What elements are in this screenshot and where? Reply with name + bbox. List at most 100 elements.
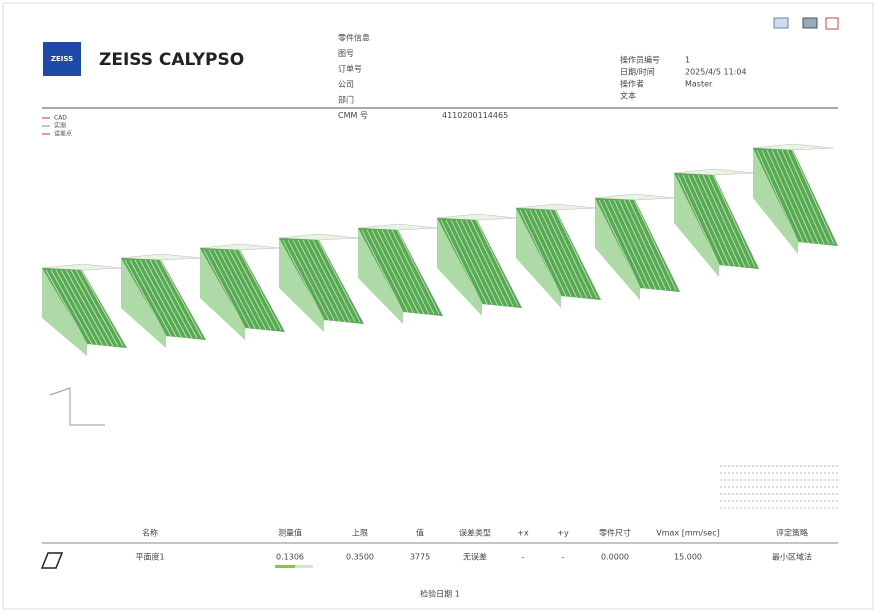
icon[interactable] xyxy=(773,17,789,29)
ribbon-stripe xyxy=(445,219,489,307)
ribbon-stripe xyxy=(376,229,420,315)
ribbon-top xyxy=(752,143,834,151)
ribbon-stripe xyxy=(475,219,519,307)
ribbon xyxy=(358,228,443,316)
ribbon-side xyxy=(358,228,403,324)
ribbon-stripe xyxy=(297,239,341,323)
footer: 检验日期 1 xyxy=(420,589,460,599)
field-value: Master xyxy=(685,80,713,89)
ribbon-side xyxy=(200,248,245,340)
ribbon-stripe xyxy=(223,249,267,331)
field-label: 日期/时间 xyxy=(620,67,655,77)
deviation-plot xyxy=(41,143,838,356)
ribbon-stripe xyxy=(50,269,94,347)
ribbon-stripe xyxy=(544,209,588,299)
ribbon xyxy=(42,268,127,348)
table-cell: 无误差 xyxy=(463,552,487,562)
ribbon-side xyxy=(437,218,482,316)
ribbon-stripe xyxy=(292,239,336,323)
legend-label: 误差点 xyxy=(54,130,72,138)
table-header: 评定策略 xyxy=(776,528,808,538)
ribbon-side xyxy=(279,238,324,332)
flatness-symbol xyxy=(40,552,64,569)
logo-text: ZEISS xyxy=(51,55,73,63)
ribbon xyxy=(674,173,759,269)
table-header: +x xyxy=(517,529,529,538)
ribbon-stripe xyxy=(233,249,277,331)
ribbon-side xyxy=(42,268,87,356)
ribbon-stripe xyxy=(618,199,662,291)
ribbon-stripe xyxy=(154,259,198,339)
ribbon xyxy=(279,238,364,324)
ribbon-stripe xyxy=(470,219,514,307)
ribbon-stripe xyxy=(677,174,721,268)
ribbon-stripe xyxy=(628,199,672,291)
ribbon-side xyxy=(516,208,561,308)
ribbon-stripe xyxy=(60,269,104,347)
toolbar-icons xyxy=(773,17,839,30)
field-label: CMM 号 xyxy=(338,111,368,120)
table-cell: 15.000 xyxy=(674,553,702,562)
ribbon-stripe xyxy=(149,259,193,339)
tolerance-bar-rest xyxy=(295,565,313,568)
ribbon-stripe xyxy=(139,259,183,339)
table-cell: 0.1306 xyxy=(276,553,304,562)
ribbon-side xyxy=(674,173,719,277)
ribbon xyxy=(595,198,680,292)
table-header: +y xyxy=(557,529,569,538)
ribbon-stripe xyxy=(381,229,425,315)
ribbon-stripe xyxy=(228,249,272,331)
ribbon xyxy=(200,248,285,332)
ribbon-stripe xyxy=(144,259,188,339)
ribbon-stripe xyxy=(70,269,114,347)
title: ZEISS CALYPSO xyxy=(99,50,244,70)
legend-label: CAD xyxy=(54,115,67,122)
ribbon-stripe xyxy=(465,219,509,307)
ribbon-stripe xyxy=(124,259,168,339)
table-cell: - xyxy=(522,553,525,562)
ribbon-stripe xyxy=(371,229,415,315)
icon[interactable] xyxy=(802,17,818,29)
ribbon-stripe xyxy=(208,249,252,331)
ribbon-stripe xyxy=(65,269,109,347)
table-header: 上限 xyxy=(352,529,368,538)
icon[interactable] xyxy=(825,17,839,30)
table-header: 名称 xyxy=(142,528,158,538)
ribbon-side xyxy=(121,258,166,348)
ribbon-stripe xyxy=(682,174,726,268)
ribbon-stripe xyxy=(633,199,677,291)
ribbon-stripe xyxy=(761,149,805,245)
field-label: 图号 xyxy=(338,49,354,58)
table-header: 测量值 xyxy=(278,528,302,538)
ribbon-stripe xyxy=(75,269,119,347)
ribbon-stripe xyxy=(534,209,578,299)
logo-box xyxy=(43,42,81,76)
table-cell: 0.0000 xyxy=(601,553,629,562)
ribbon-stripe xyxy=(603,199,647,291)
ribbon-stripe xyxy=(80,269,124,347)
ribbon-stripe xyxy=(391,229,435,315)
ribbon-stripe xyxy=(55,269,99,347)
ribbon-stripe xyxy=(786,149,830,245)
table-cell: 最小区域法 xyxy=(772,552,812,562)
ribbon-stripe xyxy=(366,229,410,315)
ribbon-stripe xyxy=(203,249,247,331)
ribbon-stripe xyxy=(455,219,499,307)
ribbon-stripe xyxy=(756,149,800,245)
ribbon-stripe xyxy=(302,239,346,323)
field-value: 1 xyxy=(685,56,690,65)
ribbon-stripe xyxy=(134,259,178,339)
ribbon-stripe xyxy=(697,174,741,268)
ribbon-stripe xyxy=(539,209,583,299)
ribbon-stripe xyxy=(317,239,361,323)
ribbon-stripe xyxy=(386,229,430,315)
table-cell: 平面度1 xyxy=(135,552,164,562)
ribbon-stripe xyxy=(771,149,815,245)
table-cell: - xyxy=(562,553,565,562)
ribbon-stripe xyxy=(524,209,568,299)
field-label: 操作员编号 xyxy=(620,55,660,65)
ribbon-stripe xyxy=(702,174,746,268)
ribbon-stripe xyxy=(549,209,593,299)
ribbon-stripe xyxy=(529,209,573,299)
